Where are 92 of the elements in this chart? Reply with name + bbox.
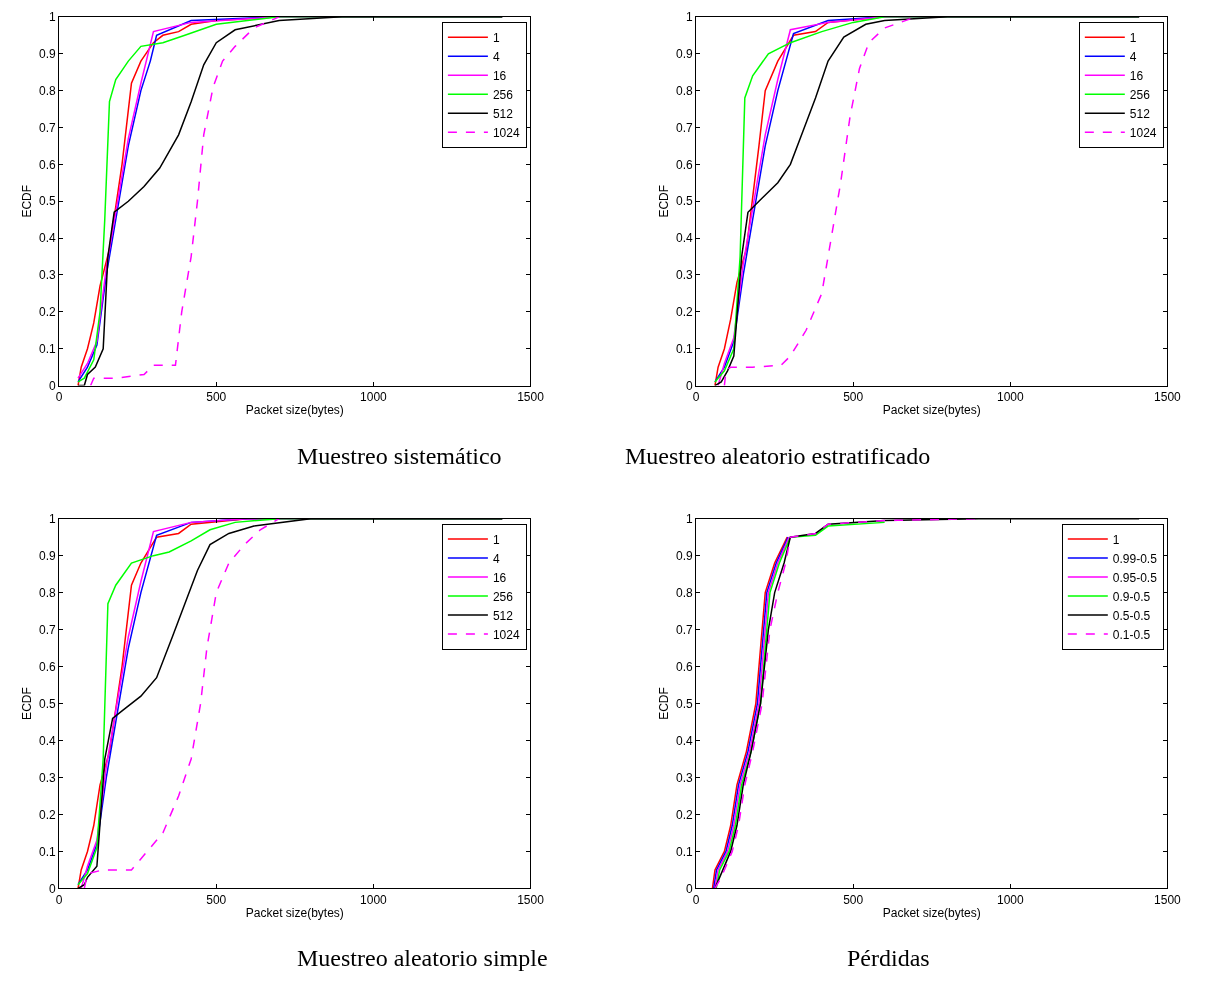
y-tick-label: 0.6 [39,157,57,172]
y-tick-label: 0.5 [676,194,694,209]
y-axis-title: ECDF [657,184,672,218]
x-tick-label: 1500 [1154,389,1182,404]
legend-label: 1024 [492,627,520,642]
legend-label: 1024 [1129,125,1157,140]
legend-label: 1 [492,30,500,45]
legend-label: 512 [492,608,514,623]
text: Muestreo aleatorio simple [297,945,548,971]
y-tick-label: 0.5 [39,194,57,209]
x-tick-label: 1000 [996,389,1024,404]
y-tick-label: 1 [49,10,57,25]
y-tick-label: 0 [49,881,57,896]
y-tick-label: 0.7 [39,622,57,637]
y-tick-label: 0.9 [676,548,694,563]
x-tick-label: 1500 [517,892,545,907]
legend-label: 16 [1129,68,1144,83]
y-tick-label: 0.1 [39,844,57,859]
y-tick-label: 0.8 [676,83,694,98]
legend-label: 4 [492,49,500,64]
legend-label: 0.5-0.5 [1112,608,1151,623]
legend-label: 512 [492,106,514,121]
x-tick-label: 500 [206,389,227,404]
y-tick-label: 0.6 [676,659,694,674]
x-axis-title: Packet size(bytes) [882,905,981,920]
x-tick-label: 500 [206,892,227,907]
y-tick-label: 0.6 [39,659,57,674]
y-tick-label: 0.6 [676,157,694,172]
y-tick-label: 0.3 [676,770,694,785]
x-tick-label: 1000 [360,892,388,907]
legend-label: 0.9-0.5 [1112,589,1151,604]
y-tick-label: 0.1 [676,844,694,859]
y-tick-label: 1 [686,10,694,25]
legend-label: 16 [492,68,507,83]
y-axis-title: ECDF [20,184,35,218]
y-tick-label: 0.7 [39,120,57,135]
x-tick-label: 500 [843,892,864,907]
legend-label: 256 [1129,87,1151,102]
x-tick-label: 1000 [996,892,1024,907]
y-tick-label: 0.7 [676,622,694,637]
y-tick-label: 0.3 [39,770,57,785]
legend-label: 16 [492,570,507,585]
y-tick-label: 0.8 [39,83,57,98]
legend-label: 1 [492,532,500,547]
y-tick-label: 0 [49,378,57,393]
y-tick-label: 1 [686,511,694,526]
text: Pérdidas [847,945,930,971]
legend-label: 512 [1129,106,1151,121]
legend-label: 1 [1112,532,1120,547]
legend-label: 1 [1129,30,1137,45]
y-tick-label: 0 [686,378,694,393]
legend-label: 4 [1129,49,1137,64]
y-tick-label: 0.5 [676,696,694,711]
y-tick-label: 0.2 [676,807,694,822]
y-tick-label: 0.9 [39,548,57,563]
y-axis-title: ECDF [657,687,672,720]
legend-label: 4 [492,551,500,566]
y-tick-label: 0.7 [676,120,694,135]
legend-label: 256 [492,87,514,102]
y-tick-label: 0.1 [676,341,694,356]
y-tick-label: 0.4 [39,231,57,246]
y-tick-label: 0.9 [39,46,57,61]
legend-label: 1024 [492,125,520,140]
x-tick-label: 1500 [1154,892,1182,907]
y-tick-label: 0.4 [676,733,694,748]
y-tick-label: 0.2 [39,807,57,822]
y-tick-label: 0.5 [39,696,57,711]
y-tick-label: 0.4 [39,733,57,748]
y-tick-label: 1 [49,511,57,526]
y-tick-label: 0.8 [39,585,57,600]
y-tick-label: 0.3 [676,268,694,283]
y-tick-label: 0.4 [676,231,694,246]
legend-label: 0.1-0.5 [1112,627,1151,642]
y-tick-label: 0.9 [676,46,694,61]
y-tick-label: 0.1 [39,341,57,356]
x-tick-label: 1000 [360,389,388,404]
x-axis-title: Packet size(bytes) [245,402,344,417]
x-axis-title: Packet size(bytes) [882,402,981,417]
legend-label: 256 [492,589,514,604]
x-axis-title: Packet size(bytes) [245,905,344,920]
text: Muestreo sistemático [297,443,502,469]
x-tick-label: 1500 [517,389,545,404]
y-tick-label: 0.2 [676,305,694,320]
y-tick-label: 0.3 [39,268,57,283]
x-tick-label: 500 [843,389,864,404]
y-tick-label: 0 [686,881,694,896]
y-tick-label: 0.2 [39,305,57,320]
legend-label: 0.99-0.5 [1112,551,1158,566]
text: Muestreo aleatorio estratificado [625,443,931,469]
y-tick-label: 0.8 [676,585,694,600]
y-axis-title: ECDF [20,687,35,720]
legend-label: 0.95-0.5 [1112,570,1158,585]
